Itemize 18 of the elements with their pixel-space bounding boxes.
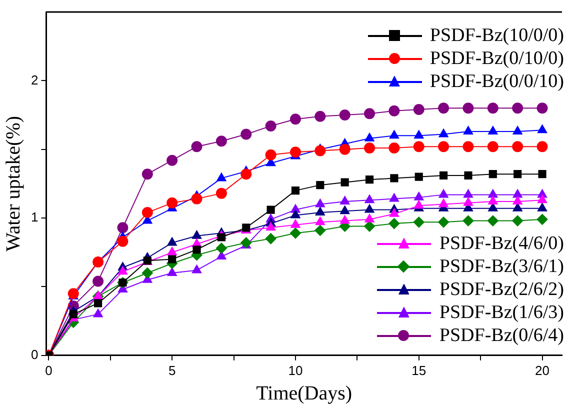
legend-label: PSDF-Bz(0/6/4) xyxy=(439,324,564,347)
x-tick-label: 20 xyxy=(535,362,550,378)
legend-label: PSDF-Bz(0/0/10) xyxy=(430,70,564,93)
legend-label: PSDF-Bz(2/6/2) xyxy=(439,278,564,301)
legend-label: PSDF-Bz(4/6/0) xyxy=(439,232,564,255)
x-tick-label: 5 xyxy=(168,362,176,378)
legend-label: PSDF-Bz(0/10/0) xyxy=(430,47,564,70)
x-axis-title: Time(Days) xyxy=(256,382,352,404)
y-tick-label: 2 xyxy=(30,72,38,88)
y-axis-title: Water uptake(%) xyxy=(2,116,24,252)
x-tick-label: 0 xyxy=(45,362,52,378)
y-tick-label: 1 xyxy=(30,210,38,225)
legend-label: PSDF-Bz(10/0/0) xyxy=(430,24,564,47)
y-tick-label: 0 xyxy=(30,346,38,362)
legend-label: PSDF-Bz(1/6/3) xyxy=(439,301,564,324)
legend-label: PSDF-Bz(3/6/1) xyxy=(439,255,564,278)
x-tick-label: 10 xyxy=(288,362,303,378)
x-tick-label: 15 xyxy=(412,362,426,378)
